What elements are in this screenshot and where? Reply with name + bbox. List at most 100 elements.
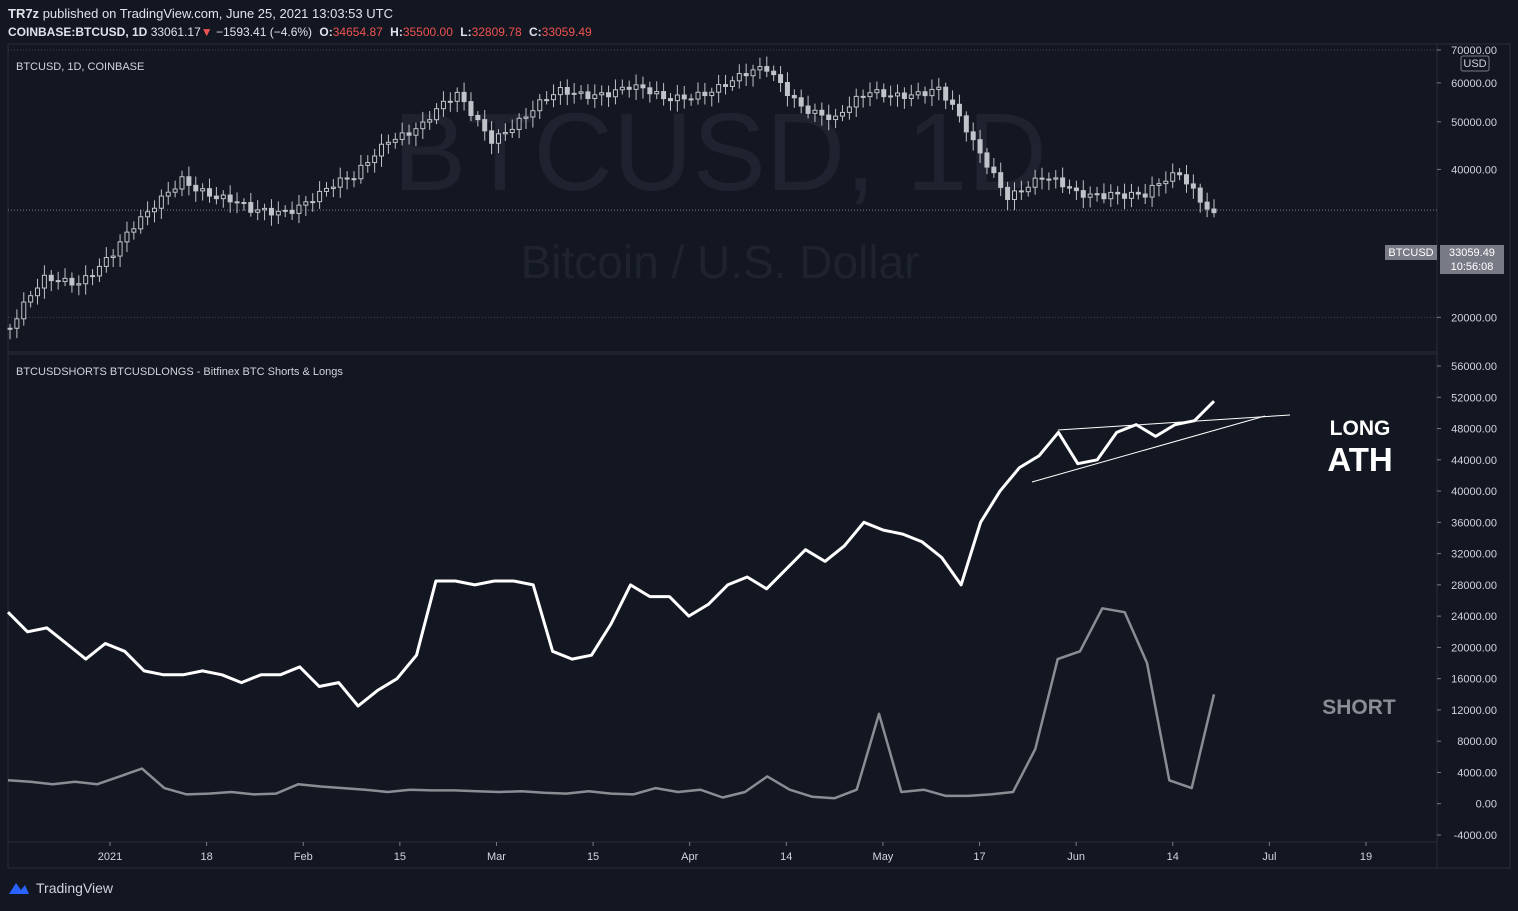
time-tick-label: 15	[587, 851, 599, 863]
price-tick-label: 70000.00	[1451, 45, 1497, 57]
candle-up	[544, 99, 550, 102]
author-name[interactable]: TR7z	[8, 6, 40, 21]
candle-down	[943, 86, 949, 101]
candle-down	[1211, 208, 1217, 214]
candle-down	[406, 132, 412, 136]
price-tick-label: 50000.00	[1451, 117, 1497, 129]
candle-up	[365, 162, 371, 166]
candle-up	[337, 177, 343, 188]
candle-up	[330, 186, 336, 189]
candle-down	[186, 176, 192, 186]
candle-down	[585, 91, 591, 99]
candle-up	[1149, 184, 1155, 198]
candle-up	[530, 110, 536, 118]
candle-down	[234, 201, 240, 204]
candle-down	[1073, 187, 1079, 192]
indicator-tick-label: 32000.00	[1451, 549, 1497, 561]
candle-up	[440, 100, 446, 110]
candle-down	[1135, 191, 1141, 195]
candle-down	[468, 101, 474, 116]
candle-up	[83, 275, 89, 285]
candle-up	[557, 87, 563, 96]
indicator-tick-label: 44000.00	[1451, 455, 1497, 467]
time-tick-label: Jul	[1262, 851, 1276, 863]
candle-down	[977, 139, 983, 154]
candle-down	[227, 194, 233, 203]
indicator-tick-label: 36000.00	[1451, 517, 1497, 529]
candle-down	[950, 99, 956, 105]
candle-up	[103, 257, 109, 267]
ohlc-header: COINBASE:BTCUSD, 1D 33061.17▼ −1593.41 (…	[8, 25, 592, 39]
candle-up	[282, 209, 288, 212]
candle-up	[551, 94, 557, 101]
candle-down	[1101, 193, 1107, 200]
time-tick-label: 14	[1167, 851, 1179, 863]
candle-up	[165, 191, 171, 197]
candle-up	[454, 91, 460, 102]
candle-down	[48, 274, 54, 282]
candle-up	[833, 115, 839, 121]
candle-up	[447, 100, 453, 103]
candle-up	[495, 133, 501, 144]
candle-up	[757, 66, 763, 71]
candle-up	[21, 301, 27, 320]
low-value: 32809.78	[471, 25, 522, 39]
open-label: O:	[319, 25, 333, 39]
candle-down	[640, 84, 646, 89]
time-tick-label: 14	[780, 851, 792, 863]
candle-down	[784, 82, 790, 96]
candle-up	[1053, 177, 1059, 180]
tradingview-footer[interactable]: TradingView	[8, 880, 113, 896]
candle-up	[1011, 190, 1017, 200]
candle-up	[571, 92, 577, 95]
time-axis[interactable]: 2021 18 Feb 15 Mar 15 Apr 14 May 17 Jun 14 Jul 19	[98, 842, 1372, 863]
candle-down	[489, 130, 495, 144]
candle-up	[888, 95, 894, 98]
candle-down	[1067, 186, 1073, 189]
candle-up	[385, 141, 391, 145]
time-tick-label: 2021	[98, 851, 122, 863]
candle-down	[798, 97, 804, 107]
wedge-upper-line[interactable]	[1057, 414, 1291, 431]
candle-down	[1177, 172, 1183, 176]
candle-up	[317, 190, 323, 203]
candle-down	[213, 195, 219, 200]
candle-down	[956, 103, 962, 117]
wedge-lower-line[interactable]	[1031, 415, 1266, 483]
indicator-y-axis[interactable]: 56000.00 52000.00 48000.00 44000.00 40000.00…	[1437, 361, 1497, 842]
candle-up	[96, 265, 102, 277]
wedge-trendlines[interactable]	[1031, 414, 1291, 483]
candle-up	[1087, 193, 1093, 198]
candle-up	[200, 188, 206, 192]
candle-down	[791, 94, 797, 99]
candle-down	[475, 114, 481, 121]
price-tick-label: 20000.00	[1451, 312, 1497, 324]
candle-up	[633, 84, 639, 90]
candle-up	[612, 89, 618, 98]
candle-up	[413, 128, 419, 136]
candle-down	[1204, 201, 1210, 210]
candle-up	[220, 194, 226, 200]
candle-up	[358, 164, 364, 180]
candle-down	[667, 98, 673, 102]
pane-borders	[7, 43, 1511, 869]
publish-info: published on TradingView.com, June 25, 2…	[42, 6, 393, 21]
watermark-symbol: BTCUSD, 1D	[393, 91, 1047, 214]
time-tick-label: Apr	[681, 851, 698, 863]
candle-up	[1170, 172, 1176, 182]
price-y-axis[interactable]: 70000.00 60000.00 50000.00 40000.00 20000.00	[1437, 45, 1497, 324]
short-label: SHORT	[1322, 696, 1396, 719]
candle-down	[681, 94, 687, 100]
candle-up	[867, 92, 873, 98]
candle-up	[14, 318, 20, 329]
tradingview-logo-icon	[9, 883, 29, 894]
candle-down	[482, 119, 488, 132]
candle-up	[124, 231, 130, 243]
time-tick-label: Feb	[294, 851, 313, 863]
currency-box[interactable]	[1460, 55, 1490, 72]
candle-down	[1060, 177, 1066, 188]
candle-up	[729, 80, 735, 87]
candle-down	[743, 73, 749, 77]
candle-up	[138, 216, 144, 230]
